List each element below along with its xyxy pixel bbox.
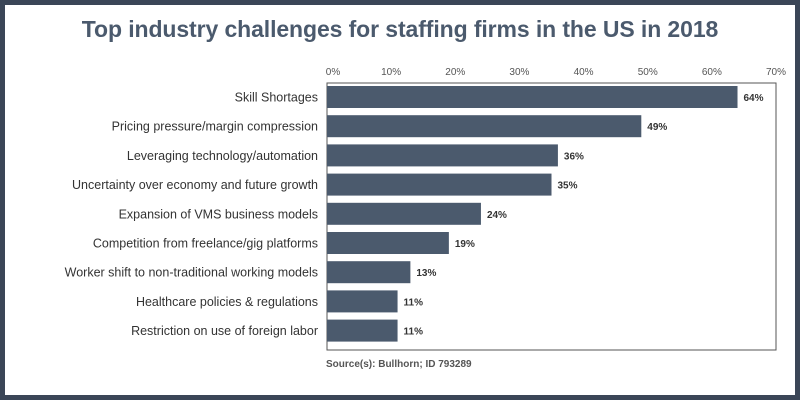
x-tick-label: 50% <box>638 67 658 78</box>
data-label: 35% <box>558 181 578 192</box>
category-label: Healthcare policies & regulations <box>136 295 318 309</box>
chart-title: Top industry challenges for staffing fir… <box>81 16 719 42</box>
bar <box>327 115 642 138</box>
x-tick-label: 40% <box>574 67 594 78</box>
data-label: 24% <box>487 210 507 221</box>
data-label: 13% <box>416 268 436 279</box>
source-note: Source(s): Bullhorn; ID 793289 <box>326 359 472 370</box>
x-tick-label: 60% <box>702 67 722 78</box>
data-label: 11% <box>404 297 424 308</box>
x-tick-label: 30% <box>509 67 529 78</box>
bar <box>327 202 481 225</box>
bar <box>327 290 398 313</box>
data-label: 49% <box>647 122 667 133</box>
category-label: Uncertainty over economy and future grow… <box>72 178 318 192</box>
chart-frame <box>5 5 795 395</box>
data-label: 19% <box>455 239 475 250</box>
x-tick-label: 0% <box>326 67 341 78</box>
bar <box>327 144 558 167</box>
data-label: 64% <box>744 93 764 104</box>
bar <box>327 261 411 284</box>
category-label: Worker shift to non-traditional working … <box>65 266 318 280</box>
bar <box>327 173 552 196</box>
category-label: Leveraging technology/automation <box>127 149 318 163</box>
category-label: Expansion of VMS business models <box>119 207 318 221</box>
x-tick-label: 10% <box>381 67 401 78</box>
category-label: Skill Shortages <box>235 91 318 105</box>
category-label: Pricing pressure/margin compression <box>112 120 318 134</box>
bar <box>327 319 398 342</box>
bar <box>327 86 738 108</box>
x-tick-label: 20% <box>445 67 465 78</box>
category-label: Restriction on use of foreign labor <box>131 324 318 338</box>
x-tick-label: 70% <box>766 67 786 78</box>
data-label: 11% <box>404 327 424 338</box>
bar <box>327 232 449 254</box>
category-label: Competition from freelance/gig platforms <box>93 237 318 251</box>
data-label: 36% <box>564 151 584 162</box>
